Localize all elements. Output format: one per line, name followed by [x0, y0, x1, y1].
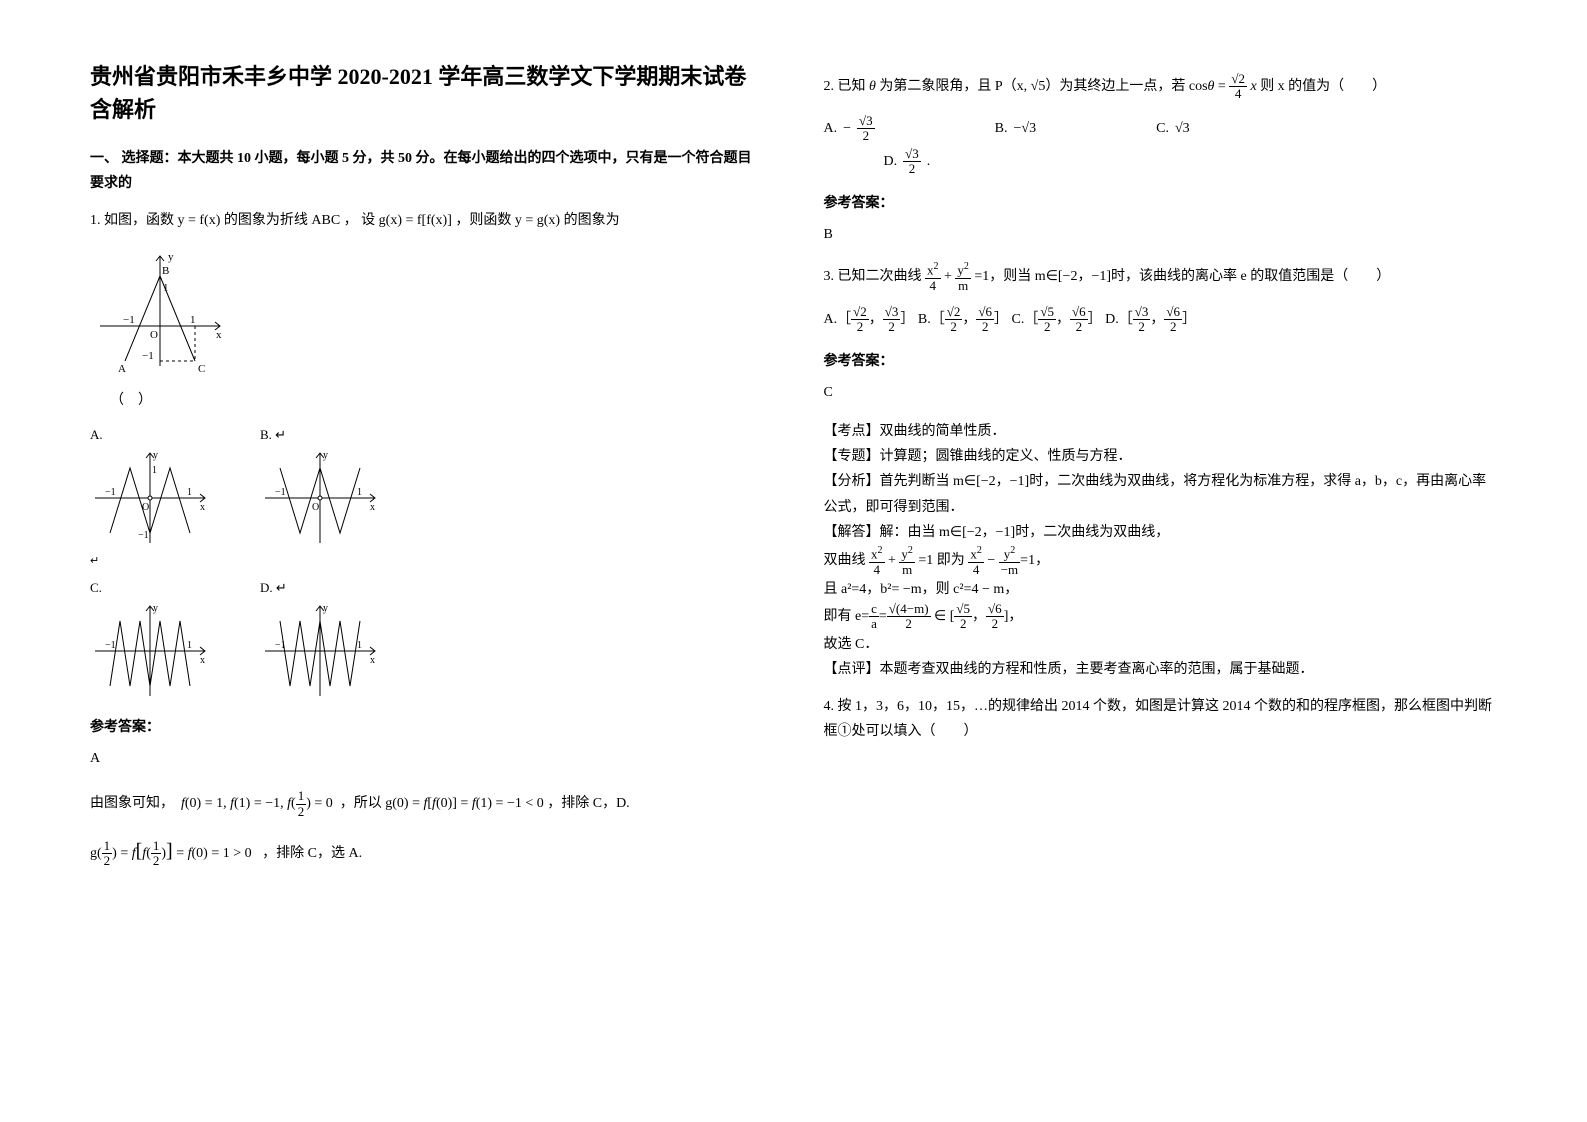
q3-stem: 3. 已知二次曲线 x24 + y2m =1，则当 m∈[−2，−1]时，该曲线…	[824, 261, 1498, 293]
svg-text:y: y	[153, 450, 158, 461]
q2-opt-b: B.−√3	[995, 116, 1036, 141]
q3-ans-label: 参考答案：	[824, 349, 1498, 374]
svg-text:y: y	[323, 450, 328, 461]
q1-expl1: 由图象可知， f(0) = 1, f(1) = −1, f(12) = 0 ，所…	[90, 789, 764, 819]
q1-opt-b: B. ↵ yx O −11	[260, 423, 380, 548]
q1-options-row1: A. yx O −11 1−1	[90, 423, 764, 548]
q4-stem: 4. 按 1，3，6，10，15，…的规律给出 2014 个数，如图是计算这 2…	[824, 694, 1498, 744]
svg-text:−1: −1	[123, 314, 135, 326]
q1-row1-cr: ↵	[90, 552, 764, 572]
svg-text:−1: −1	[138, 530, 149, 541]
svg-text:−1: −1	[105, 487, 116, 498]
q1-ans-label: 参考答案：	[90, 715, 764, 740]
svg-text:y: y	[168, 251, 174, 263]
svg-text:1: 1	[187, 487, 192, 498]
svg-text:x: x	[370, 502, 375, 513]
svg-text:x: x	[216, 329, 222, 341]
svg-text:1: 1	[163, 282, 169, 294]
q3-fx: 【分析】首先判断当 m∈[−2，−1]时，二次曲线为双曲线，将方程化为标准方程，…	[824, 469, 1498, 519]
q2-ans-label: 参考答案：	[824, 191, 1498, 216]
q2-stem: 2. 已知 θ 为第二象限角，且 P（x, √5）为其终边上一点，若 cosθ …	[824, 72, 1498, 102]
svg-text:O: O	[312, 502, 319, 513]
q3-dp: 【点评】本题考查双曲线的方程和性质，主要考查离心率的范围，属于基础题．	[824, 657, 1498, 682]
q2-opt-a: A. −√32	[824, 114, 875, 144]
q1-opt-a: A. yx O −11 1−1	[90, 423, 210, 548]
svg-text:1: 1	[190, 314, 196, 326]
svg-text:−1: −1	[275, 640, 286, 651]
q1-opt-d: D. ↵ yx −11	[260, 576, 380, 701]
q3-jd4: 即有 e=ca=√(4−m)2 ∈ [√52，√62]，	[824, 602, 1498, 632]
svg-text:1: 1	[357, 640, 362, 651]
q1-opt-c: C. yx −11	[90, 576, 210, 701]
q3-zt: 【专题】计算题；圆锥曲线的定义、性质与方程．	[824, 444, 1498, 469]
right-column: 2. 已知 θ 为第二象限角，且 P（x, √5）为其终边上一点，若 cosθ …	[824, 60, 1498, 1082]
svg-text:1: 1	[357, 487, 362, 498]
svg-text:x: x	[200, 502, 205, 513]
q2-answer: B	[824, 222, 1498, 247]
svg-text:y: y	[153, 603, 158, 614]
left-column: 贵州省贵阳市禾丰乡中学 2020-2021 学年高三数学文下学期期末试卷含解析 …	[90, 60, 764, 1082]
svg-text:C: C	[198, 363, 205, 375]
q1-answer: A	[90, 746, 764, 771]
q3-jd5: 故选 C．	[824, 632, 1498, 657]
q1-stem: 1. 如图，函数 y = f(x) 的图象为折线 ABC ， 设 g(x) = …	[90, 208, 764, 233]
q3-jd1: 【解答】解：由当 m∈[−2，−1]时，二次曲线为双曲线，	[824, 520, 1498, 545]
q1-options-row2: C. yx −11 D. ↵	[90, 576, 764, 701]
svg-text:−1: −1	[275, 487, 286, 498]
q3-jd3: 且 a²=4，b²= −m，则 c²=4 − m，	[824, 577, 1498, 602]
q3-opts: A.［√22，√32］ B.［√22，√62］ C.［√52，√62］ D.［√…	[824, 305, 1498, 335]
svg-text:O: O	[142, 502, 149, 513]
doc-title: 贵州省贵阳市禾丰乡中学 2020-2021 学年高三数学文下学期期末试卷含解析	[90, 60, 764, 126]
svg-text:y: y	[323, 603, 328, 614]
q2-opts-row2: D. √32.	[884, 147, 1498, 177]
q1-paren: （ ）	[110, 388, 764, 413]
q2-opt-c: C.√3	[1156, 116, 1190, 141]
svg-text:A: A	[118, 363, 126, 375]
q1-expl2: g(12) = f[f(12)] = f(0) = 1 > 0 ，排除 C，选 …	[90, 833, 764, 869]
svg-text:−1: −1	[105, 640, 116, 651]
svg-text:−1: −1	[142, 350, 154, 362]
q3-answer: C	[824, 380, 1498, 405]
svg-text:1: 1	[187, 640, 192, 651]
q1-figure-main: y x O B 1 A C −1 1 −1	[90, 246, 764, 376]
q2-opt-d: D. √32.	[884, 147, 1498, 177]
svg-text:1: 1	[152, 465, 157, 476]
svg-text:x: x	[200, 655, 205, 666]
section-header: 一、 选择题：本大题共 10 小题，每小题 5 分，共 50 分。在每小题给出的…	[90, 146, 764, 196]
q3-jd2: 双曲线 x24 + y2m =1 即为 x24 − y2−m=1，	[824, 545, 1498, 577]
svg-text:x: x	[370, 655, 375, 666]
q3-kd: 【考点】双曲线的简单性质．	[824, 419, 1498, 444]
svg-text:B: B	[162, 265, 169, 277]
q2-opts-row1: A. −√32 B.−√3 C.√3	[824, 114, 1498, 144]
svg-text:O: O	[150, 329, 158, 341]
